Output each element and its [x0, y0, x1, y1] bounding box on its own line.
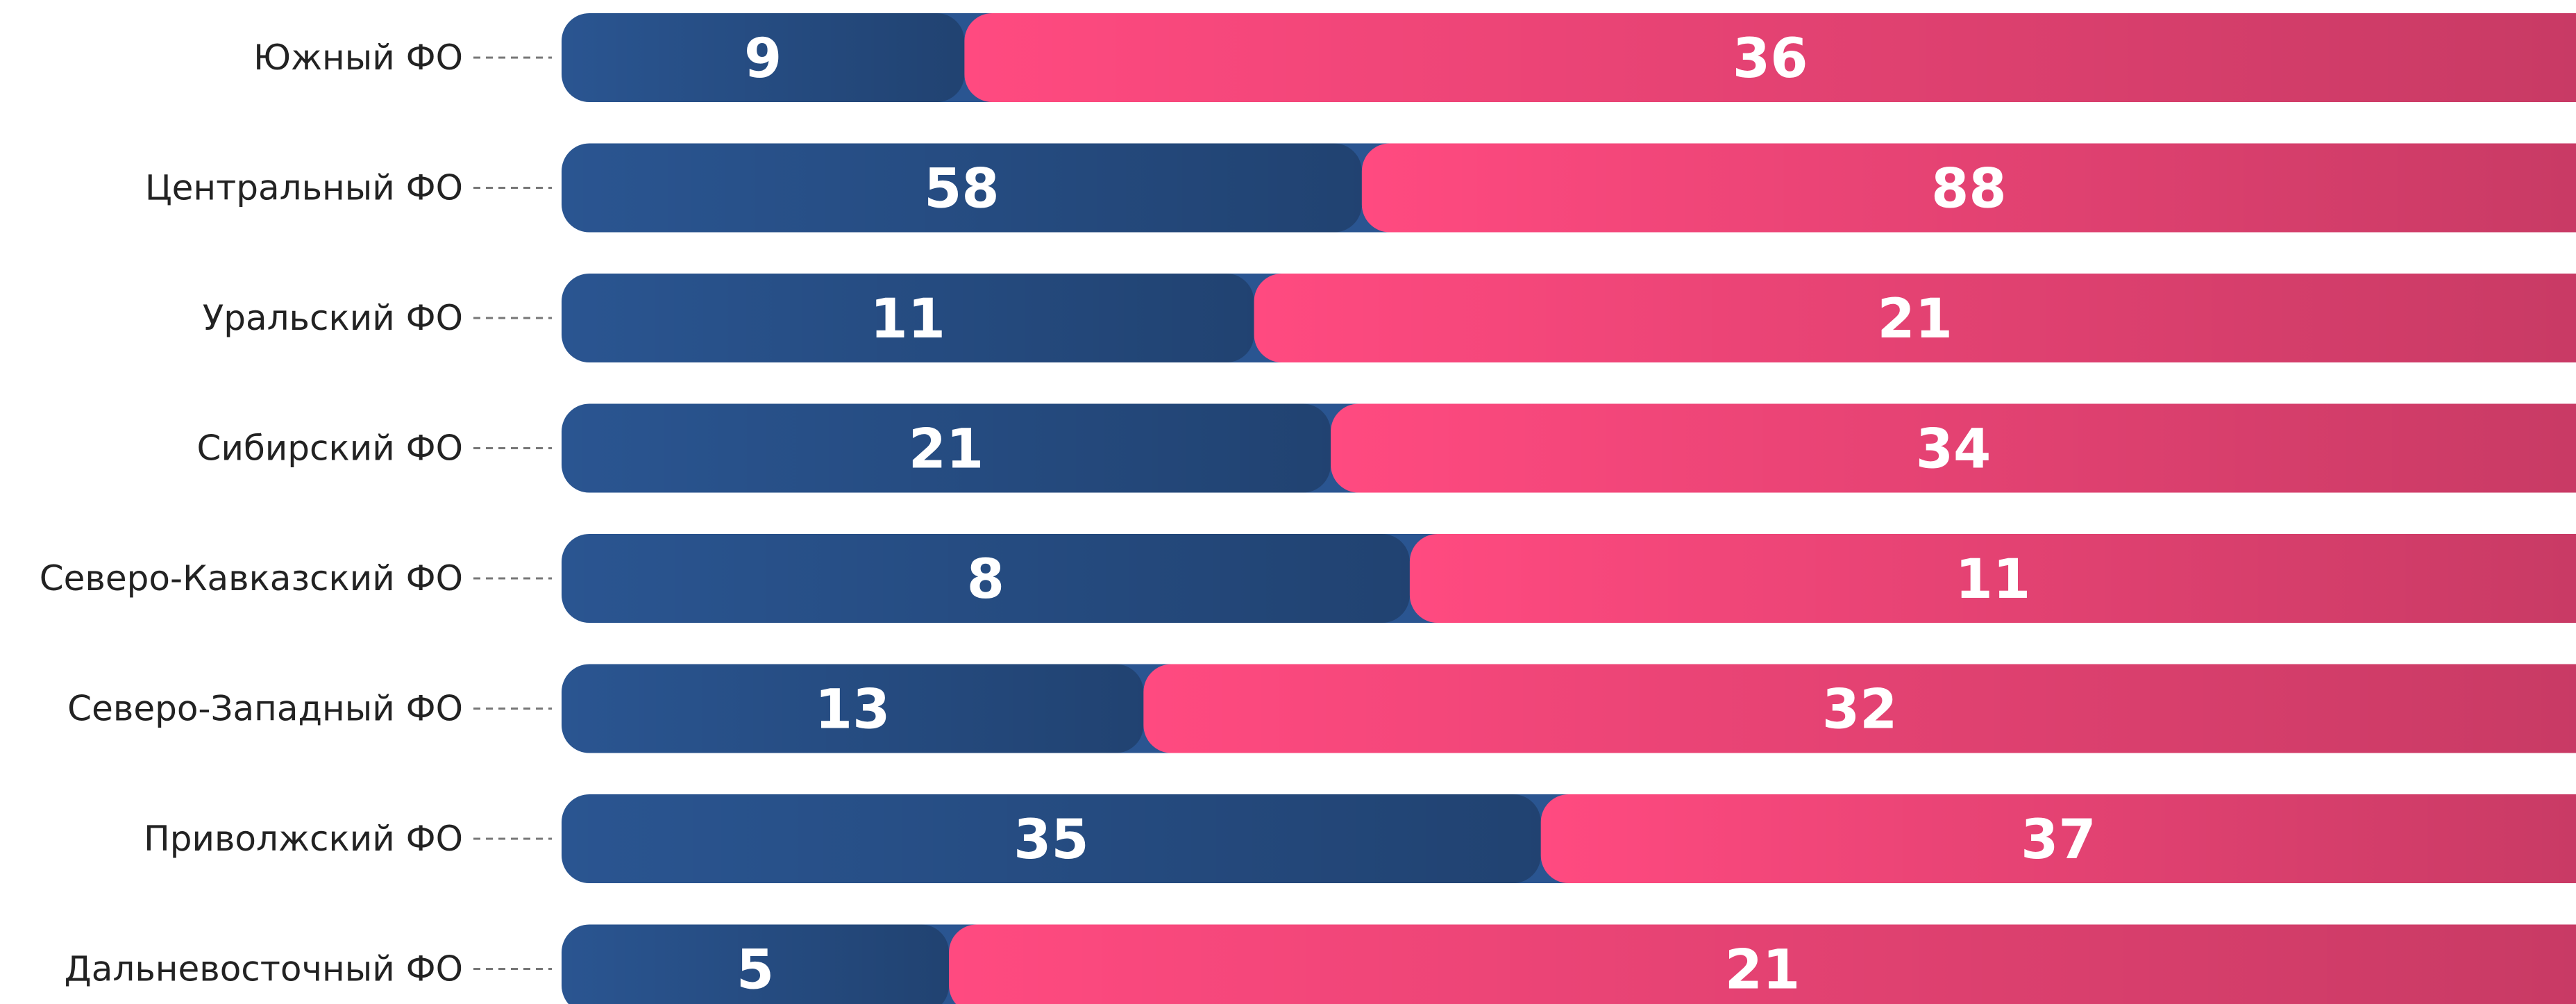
category-label: Уральский ФО: [203, 298, 463, 338]
value-label: 58: [924, 158, 1000, 221]
category-label: Северо-Западный ФО: [67, 689, 463, 729]
value-label: 88: [1931, 158, 2007, 221]
value-label: 34: [1916, 419, 1992, 481]
bar-shade: [562, 664, 1144, 753]
bar-shade: [1331, 403, 2576, 493]
bar-shade: [562, 274, 1254, 362]
value-label: 37: [2021, 809, 2096, 871]
category-label: Приволжский ФО: [144, 819, 463, 859]
value-label: 13: [815, 679, 891, 742]
bar-shade: [562, 534, 1410, 623]
bar-shade: [562, 794, 1541, 883]
bar-shade: [562, 143, 1362, 233]
value-label: 8: [967, 549, 1004, 611]
value-label: 11: [1955, 549, 2031, 611]
category-label: Сибирский ФО: [197, 428, 463, 469]
category-label: Дальневосточный ФО: [65, 949, 463, 989]
bar-shade: [1361, 143, 2576, 233]
category-label: Южный ФО: [253, 37, 463, 78]
bar-shade: [964, 13, 2576, 102]
bar-shade: [949, 924, 2576, 1004]
value-label: 32: [1822, 679, 1898, 742]
bar-shade: [1254, 274, 2576, 362]
bar-shade: [562, 13, 965, 102]
value-label: 9: [744, 28, 782, 90]
value-label: 21: [1878, 288, 1953, 351]
value-label: 11: [870, 288, 946, 351]
bar-shade: [1409, 534, 2576, 623]
value-label: 5: [736, 939, 774, 1002]
bar-shade: [1540, 794, 2576, 883]
bar-shade: [562, 403, 1331, 493]
bar-shade: [1143, 664, 2576, 753]
value-label: 21: [1725, 939, 1801, 1002]
category-label: Центральный ФО: [145, 168, 463, 208]
value-label: 35: [1013, 809, 1089, 871]
bar-shade: [562, 924, 950, 1004]
value-label: 36: [1733, 28, 1808, 90]
category-label: Северо-Кавказский ФО: [40, 558, 463, 599]
value-label: 21: [909, 419, 984, 481]
